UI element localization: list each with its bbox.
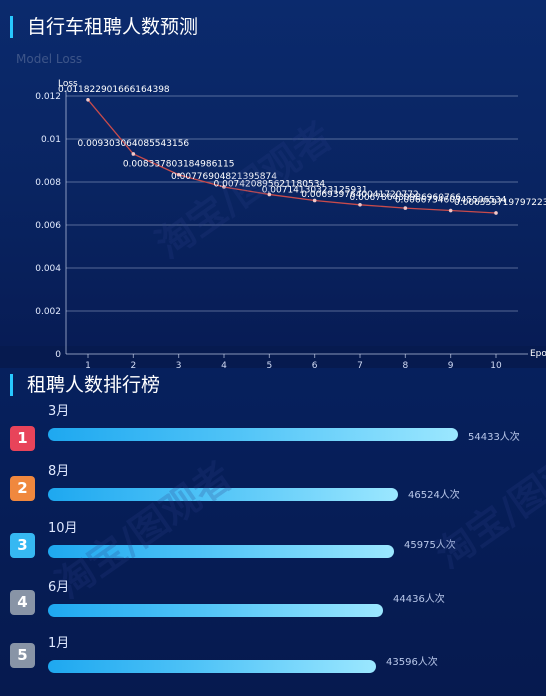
- loss-data-label: 0.0069397640041720772: [301, 190, 418, 200]
- rank-value-label: 46524人次: [408, 490, 460, 501]
- loss-data-label: 0.009303064085543156: [78, 139, 190, 149]
- ranking-item[interactable]: 3 10月 45975人次: [0, 517, 546, 577]
- x-tick-label: 7: [357, 361, 363, 368]
- rank-badge: 4: [10, 590, 35, 615]
- rank-value-label: 45975人次: [404, 540, 456, 551]
- loss-data-point: [86, 98, 90, 102]
- chart-title: Model Loss: [16, 52, 83, 66]
- rank-bar: [48, 428, 458, 441]
- loss-data-point: [494, 211, 498, 215]
- loss-data-label: 0.006786430986960766: [350, 193, 462, 203]
- y-tick-label: 0.006: [35, 221, 61, 231]
- rank-bar: [48, 604, 383, 617]
- x-tick-label: 1: [85, 361, 91, 368]
- loss-series-line: [87, 99, 497, 214]
- loss-data-point: [176, 172, 181, 177]
- loss-data-label: 0.008337803184986115: [123, 160, 235, 170]
- rank-month-label: 6月: [48, 580, 70, 595]
- ranking-section-title: 租聘人数排行榜: [10, 374, 160, 396]
- x-axis-label: Epoch: [530, 349, 546, 359]
- y-tick-label: 0: [55, 350, 61, 360]
- x-tick-label: 2: [130, 361, 136, 368]
- rank-badge: 3: [10, 533, 35, 558]
- forecast-section-title: 自行车租聘人数预测: [10, 16, 198, 38]
- x-tick-label: 10: [490, 361, 502, 368]
- loss-data-point: [403, 206, 408, 210]
- y-tick-label: 0.008: [35, 178, 61, 188]
- x-tick-label: 6: [312, 361, 318, 368]
- loss-data-point: [312, 198, 317, 203]
- loss-data-label: 0.006559719797223806: [454, 198, 546, 208]
- rank-value-label: 43596人次: [386, 657, 438, 668]
- x-tick-label: 4: [221, 361, 227, 368]
- y-tick-label: 0.012: [35, 92, 61, 102]
- loss-data-point: [222, 185, 226, 189]
- loss-data-point: [448, 208, 453, 213]
- rank-bar: [48, 488, 398, 501]
- rank-bar: [48, 545, 394, 558]
- rank-month-label: 1月: [48, 636, 70, 651]
- loss-data-point: [358, 202, 362, 207]
- y-tick-label: 0.01: [41, 135, 61, 145]
- loss-data-point: [131, 152, 136, 156]
- loss-data-label: 0.00714130323125931: [262, 185, 368, 195]
- ranking-item[interactable]: 5 1月 43596人次: [0, 632, 546, 692]
- loss-data-label: 0.011822901666164398: [58, 85, 170, 95]
- rank-badge: 5: [10, 643, 35, 668]
- x-tick-label: 9: [448, 361, 454, 368]
- x-tick-label: 3: [176, 361, 182, 368]
- loss-data-label: 0.006673460345506534: [395, 196, 507, 206]
- rank-badge: 2: [10, 476, 35, 501]
- rank-value-label: 44436人次: [393, 594, 445, 605]
- ranking-item[interactable]: 1 3月 54433人次: [0, 400, 546, 460]
- x-tick-label: 5: [266, 361, 272, 368]
- ranking-item[interactable]: 4 6月 44436人次: [0, 576, 546, 636]
- loss-data-point: [267, 192, 272, 197]
- rank-month-label: 10月: [48, 521, 78, 536]
- loss-data-label: 0.007420895621180534: [214, 179, 326, 189]
- x-tick-label: 8: [402, 361, 408, 368]
- rank-badge: 1: [10, 426, 35, 451]
- ranking-item[interactable]: 2 8月 46524人次: [0, 460, 546, 520]
- rank-bar: [48, 660, 376, 673]
- loss-data-label: 0.00776904821395874: [171, 172, 277, 182]
- loss-line-chart: 0 0.002 0.004 0.006 0.008 0.01 0.012 Loss Epoch 1…: [35, 79, 546, 368]
- forecast-panel: 自行车租聘人数预测 Model Loss 0 0.002 0.004 0.006 0.0…: [0, 0, 546, 368]
- ranking-panel: [0, 368, 546, 696]
- y-tick-label: 0.004: [35, 264, 61, 274]
- rank-month-label: 8月: [48, 464, 70, 479]
- y-tick-label: 0.002: [35, 307, 61, 317]
- rank-value-label: 54433人次: [468, 432, 520, 443]
- y-axis-label: Loss: [58, 79, 78, 89]
- rank-month-label: 3月: [48, 404, 70, 419]
